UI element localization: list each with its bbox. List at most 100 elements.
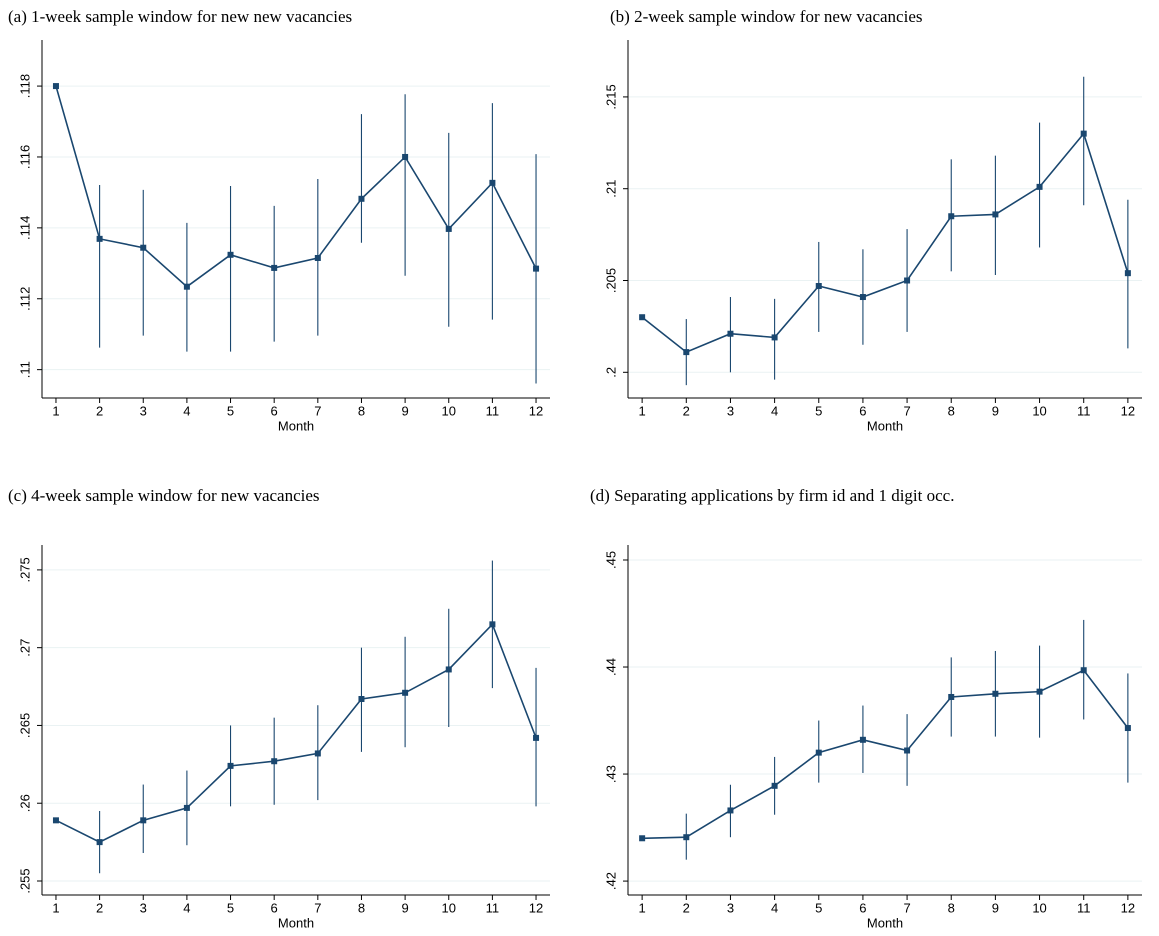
- y-tick-label: .275: [17, 557, 32, 582]
- series-line: [641, 131, 1129, 354]
- point: [402, 153, 409, 160]
- x-tick-label: 5: [815, 403, 822, 418]
- point: [727, 330, 734, 337]
- x-tick-label: 7: [314, 403, 321, 418]
- point: [815, 749, 822, 756]
- point: [227, 251, 234, 258]
- y-tick-label: .21: [603, 180, 618, 198]
- y-tick-label: .255: [17, 868, 32, 893]
- y-tick-label: .44: [603, 658, 618, 676]
- y-tick-label: .215: [603, 84, 618, 109]
- x-tick-label: 2: [683, 403, 690, 418]
- point: [639, 314, 646, 321]
- x-tick-label: 9: [401, 900, 408, 915]
- series-line: [642, 669, 1129, 840]
- point: [445, 225, 452, 232]
- point: [52, 83, 59, 90]
- x-tick-label: 10: [1032, 900, 1046, 915]
- point: [815, 283, 822, 290]
- x-tick-label: 4: [183, 900, 190, 915]
- point: [948, 213, 955, 220]
- point: [533, 734, 540, 741]
- point: [859, 294, 866, 301]
- y-tick-label: .205: [603, 268, 618, 293]
- x-tick-label: 6: [859, 900, 866, 915]
- x-tick-label: 4: [771, 403, 778, 418]
- point: [992, 690, 999, 697]
- x-tick-label: 4: [183, 403, 190, 418]
- point: [402, 689, 409, 696]
- point: [183, 283, 190, 290]
- point: [904, 747, 911, 754]
- point: [96, 839, 103, 846]
- point: [992, 211, 999, 218]
- point: [140, 817, 147, 824]
- y-tick-label: .2: [603, 367, 618, 378]
- point: [859, 736, 866, 743]
- x-tick-label: 5: [227, 900, 234, 915]
- x-tick-label: 2: [96, 403, 103, 418]
- point: [489, 621, 496, 628]
- x-tick-label: 11: [486, 403, 500, 418]
- x-tick-label: 8: [948, 900, 955, 915]
- x-tick-label: 7: [903, 403, 910, 418]
- y-tick-label: .42: [603, 872, 618, 890]
- y-tick-label: .26: [17, 794, 32, 812]
- point: [52, 817, 59, 824]
- point: [358, 195, 365, 202]
- series-line: [55, 85, 537, 288]
- point: [771, 334, 778, 341]
- x-tick-label: 9: [401, 403, 408, 418]
- point: [1124, 270, 1131, 277]
- x-tick-label: 4: [771, 900, 778, 915]
- x-tick-label: 6: [859, 403, 866, 418]
- point: [140, 244, 147, 251]
- x-tick-label: 5: [815, 900, 822, 915]
- y-tick-label: .114: [17, 216, 32, 240]
- point: [533, 265, 540, 272]
- x-axis-label: Month: [278, 418, 314, 433]
- x-axis-label: Month: [278, 915, 314, 930]
- point: [271, 758, 278, 765]
- x-tick-label: 2: [96, 900, 103, 915]
- y-tick-label: .45: [603, 551, 618, 569]
- point: [904, 277, 911, 284]
- x-tick-label: 8: [358, 900, 365, 915]
- x-tick-label: 12: [529, 900, 543, 915]
- x-tick-label: 1: [639, 403, 646, 418]
- x-tick-label: 7: [314, 900, 321, 915]
- x-tick-label: 12: [1121, 403, 1135, 418]
- point: [358, 696, 365, 702]
- series-line: [55, 622, 537, 844]
- point: [948, 693, 955, 700]
- chart-title: (a) 1-week sample window for new new vac…: [8, 7, 352, 26]
- x-tick-label: 10: [442, 900, 456, 915]
- x-tick-label: 3: [140, 900, 147, 915]
- panel: (c) 4-week sample window for new vacanci…: [8, 486, 550, 930]
- x-tick-label: 9: [992, 900, 999, 915]
- x-tick-label: 3: [140, 403, 147, 418]
- x-tick-label: 3: [727, 403, 734, 418]
- x-tick-label: 1: [52, 403, 59, 418]
- point: [314, 254, 321, 261]
- x-tick-label: 5: [227, 403, 234, 418]
- x-tick-label: 1: [52, 900, 59, 915]
- point: [1080, 130, 1087, 137]
- y-tick-label: .11: [17, 361, 32, 378]
- y-tick-label: .118: [17, 74, 32, 98]
- chart-title: (d) Separating applications by firm id a…: [590, 486, 954, 505]
- point: [1036, 183, 1043, 190]
- x-tick-label: 6: [271, 900, 278, 915]
- x-tick-label: 11: [486, 900, 500, 915]
- y-tick-label: .265: [17, 713, 32, 738]
- point: [683, 834, 690, 841]
- x-tick-label: 1: [639, 900, 646, 915]
- chart-title: (c) 4-week sample window for new vacanci…: [8, 486, 320, 505]
- point: [1080, 667, 1087, 674]
- panel: (d) Separating applications by firm id a…: [590, 486, 1142, 930]
- x-axis-label: Month: [867, 915, 903, 930]
- chart-title: (b) 2-week sample window for new vacanci…: [610, 7, 923, 26]
- point: [96, 235, 103, 242]
- point: [227, 762, 234, 769]
